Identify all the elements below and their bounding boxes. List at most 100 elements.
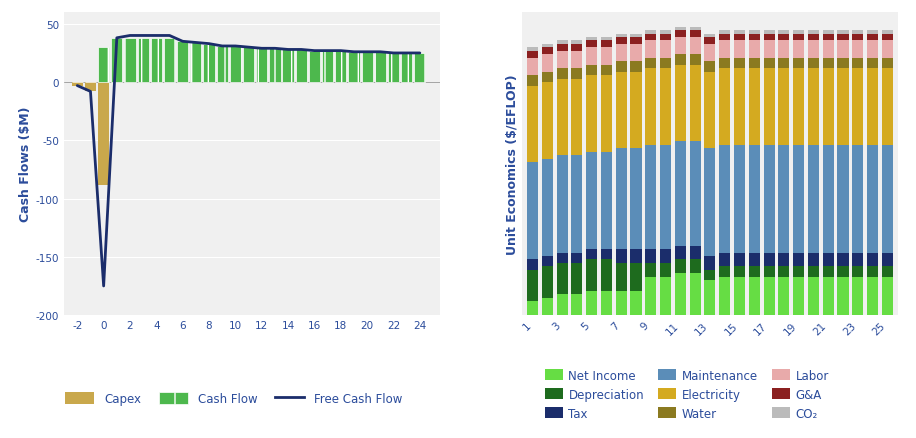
Bar xyxy=(675,274,686,315)
Bar xyxy=(867,253,878,267)
Bar xyxy=(177,42,189,83)
Bar xyxy=(823,42,834,59)
Bar xyxy=(719,31,730,35)
Free Cash Flow xyxy=(269,46,280,52)
Free Cash Flow xyxy=(283,48,294,53)
Bar xyxy=(748,253,760,267)
Bar xyxy=(362,53,373,83)
Bar xyxy=(823,69,834,145)
Bar xyxy=(541,267,553,298)
Bar xyxy=(630,62,641,73)
Bar xyxy=(401,54,412,83)
Bar xyxy=(527,86,538,163)
Bar xyxy=(748,59,760,69)
Bar xyxy=(164,39,175,83)
Bar xyxy=(348,53,360,83)
Bar xyxy=(616,250,627,263)
Bar xyxy=(335,52,346,83)
Bar xyxy=(808,253,819,267)
Bar xyxy=(601,152,612,250)
Bar xyxy=(541,73,553,83)
Bar xyxy=(734,267,745,277)
Bar xyxy=(704,38,715,45)
Free Cash Flow xyxy=(203,42,214,47)
Bar xyxy=(852,145,863,253)
Bar xyxy=(586,48,597,66)
Bar xyxy=(675,38,686,55)
Bar xyxy=(527,48,538,52)
Bar xyxy=(704,45,715,62)
Bar xyxy=(690,66,701,142)
Bar xyxy=(779,145,790,253)
Bar xyxy=(793,267,804,277)
Bar xyxy=(601,250,612,260)
Bar xyxy=(748,42,760,59)
Bar xyxy=(309,52,320,83)
Bar xyxy=(867,277,878,315)
Bar xyxy=(719,267,730,277)
Bar xyxy=(779,69,790,145)
Bar xyxy=(586,250,597,260)
Bar xyxy=(572,263,583,294)
Bar xyxy=(867,267,878,277)
Bar xyxy=(98,48,109,83)
Bar xyxy=(675,55,686,66)
Bar xyxy=(837,253,848,267)
Free Cash Flow xyxy=(151,34,162,39)
Bar xyxy=(660,263,671,277)
Bar xyxy=(137,39,148,83)
Bar xyxy=(675,28,686,31)
Bar xyxy=(527,260,538,270)
Bar xyxy=(586,42,597,48)
Bar xyxy=(527,76,538,86)
Bar xyxy=(779,42,790,59)
Bar xyxy=(764,145,775,253)
Bar xyxy=(823,59,834,69)
Free Cash Flow xyxy=(348,50,359,55)
Bar xyxy=(734,59,745,69)
Bar xyxy=(837,35,848,42)
Bar xyxy=(852,253,863,267)
Bar xyxy=(322,52,333,83)
Bar xyxy=(616,149,627,250)
Bar xyxy=(645,263,657,277)
Bar xyxy=(660,59,671,69)
Free Cash Flow xyxy=(335,49,346,54)
Bar xyxy=(572,294,583,315)
Free Cash Flow xyxy=(71,84,82,89)
Bar xyxy=(527,301,538,315)
Bar xyxy=(764,253,775,267)
Bar xyxy=(734,42,745,59)
Bar xyxy=(541,45,553,48)
Free Cash Flow xyxy=(322,49,333,54)
Bar xyxy=(690,274,701,315)
Bar xyxy=(748,145,760,253)
Bar xyxy=(690,55,701,66)
Bar xyxy=(71,83,82,86)
Bar xyxy=(98,83,109,185)
Bar xyxy=(882,267,893,277)
Bar xyxy=(630,149,641,250)
Legend: Capex, Cash Flow, Free Cash Flow: Capex, Cash Flow, Free Cash Flow xyxy=(60,387,407,410)
Bar xyxy=(704,256,715,270)
Bar xyxy=(675,246,686,260)
Bar xyxy=(793,277,804,315)
Bar xyxy=(837,42,848,59)
Bar xyxy=(645,59,657,69)
Bar xyxy=(541,159,553,256)
Bar xyxy=(660,250,671,263)
Free Cash Flow xyxy=(309,49,320,54)
Bar xyxy=(557,253,568,263)
Bar xyxy=(808,42,819,59)
Bar xyxy=(808,277,819,315)
Bar xyxy=(645,250,657,263)
Bar xyxy=(675,66,686,142)
Free Cash Flow xyxy=(112,36,123,41)
Bar xyxy=(586,291,597,315)
Legend: Net Income, Depreciation, Tax, Maintenance, Electricity, Water, Labor, G&A, CO₂: Net Income, Depreciation, Tax, Maintenan… xyxy=(540,364,834,424)
Free Cash Flow xyxy=(414,51,425,57)
Bar xyxy=(414,54,425,83)
Bar xyxy=(630,263,641,291)
Bar xyxy=(572,80,583,156)
Bar xyxy=(837,277,848,315)
